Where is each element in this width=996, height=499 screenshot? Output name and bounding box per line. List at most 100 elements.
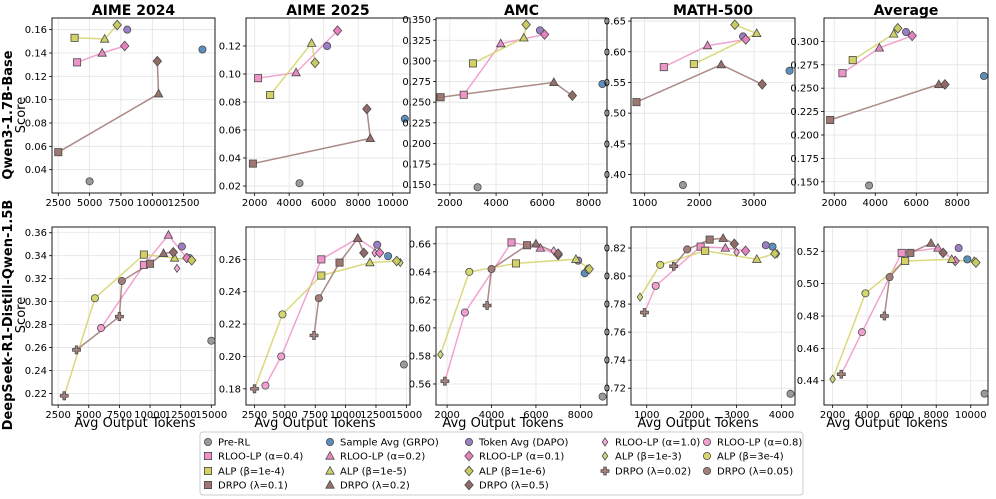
ylabel-row-1: Score — [14, 297, 29, 333]
y-tick-label: 0.12 — [25, 72, 47, 83]
data-point-drpo2 — [718, 232, 728, 242]
axes-frame — [435, 17, 608, 194]
data-point-drpo2 — [926, 237, 936, 247]
data-point-alp5 — [751, 254, 762, 263]
data-point-alp3 — [829, 374, 836, 384]
data-point-drpo02 — [115, 312, 124, 321]
data-point-alp6 — [893, 22, 903, 34]
y-tick-label: 0.250 — [790, 84, 819, 95]
axes-frame — [51, 17, 216, 194]
y-tick-label: 0.60 — [409, 323, 431, 334]
data-point-drpo5 — [362, 103, 372, 115]
axes-frame — [630, 226, 796, 406]
y-tick-label: 0.55 — [604, 78, 626, 89]
x-tick-label: 6000 — [904, 198, 929, 209]
legend-label-alp5: ALP (β=1e-5) — [340, 467, 407, 478]
data-point-alp6 — [971, 257, 981, 269]
panel-1: 2000 4000 6000 8000 10000 0.02 0.04 0.06 0.08 0.1… — [219, 3, 411, 209]
legend-label-alp6: ALP (β=1e-6) — [479, 467, 546, 478]
legend-marker-rl08 — [703, 437, 712, 446]
data-point-prerl — [678, 181, 687, 190]
data-point-alp4 — [511, 259, 520, 268]
x-tick-label: 7500 — [303, 410, 328, 421]
data-point-prerl — [865, 181, 874, 190]
y-tick-label: 0.350 — [402, 15, 431, 26]
y-tick-label: 0.14 — [25, 49, 47, 60]
x-tick-label: 8000 — [923, 410, 948, 421]
data-point-prerl — [399, 360, 408, 369]
data-point-drpo1 — [705, 235, 714, 244]
data-point-drpo5 — [729, 238, 740, 250]
legend-label-alp4: ALP (β=1e-4) — [218, 467, 285, 478]
data-point-drpo2 — [158, 248, 169, 258]
data-point-alp4 — [701, 246, 710, 255]
data-point-dapo — [323, 42, 332, 51]
x-tick-label: 2000 — [242, 198, 267, 209]
x-tick-label: 10000 — [330, 410, 362, 421]
data-point-drpo2 — [548, 77, 559, 86]
y-tick-label: 0.22 — [25, 389, 47, 400]
data-point-alp34 — [278, 310, 287, 319]
data-point-alp4 — [848, 56, 857, 65]
data-point-drpo5 — [553, 248, 563, 260]
data-point-alp34 — [465, 267, 474, 276]
y-tick-label: 0.150 — [790, 177, 819, 188]
data-point-drpo02 — [669, 261, 679, 271]
y-tick-label: 0.200 — [402, 139, 431, 150]
data-point-grpo — [198, 45, 207, 54]
row-label-qwen: Qwen3-1.7B-Base — [1, 50, 16, 179]
data-point-dapo — [761, 241, 770, 250]
panel-7: 2000 4000 6000 8000 0.56 0.58 0.60 0.62 0.64 0.66 — [409, 226, 608, 421]
y-tick-label: 0.175 — [790, 154, 819, 165]
data-point-drpo02 — [309, 331, 319, 340]
legend-label-prerl: Pre-RL — [218, 438, 250, 449]
axes-frame — [435, 226, 608, 406]
series-line — [486, 243, 559, 306]
x-tick-label: 12500 — [360, 410, 392, 421]
legend-marker-rl10 — [601, 437, 609, 447]
data-point-drpo1 — [826, 116, 835, 125]
y-tick-label: 0.06 — [219, 126, 241, 137]
x-tick-label: 2000 — [437, 198, 462, 209]
data-point-drpo2 — [153, 88, 164, 98]
legend-label-alp34: ALP (β=3e-4) — [717, 452, 784, 463]
data-point-rl01 — [374, 247, 385, 259]
x-tick-label: 5000 — [76, 410, 101, 421]
xlabel-1: Avg Output Tokens — [254, 416, 375, 431]
legend-marker-grpo — [325, 437, 334, 446]
data-point-rl01 — [119, 40, 130, 52]
xlabel-4: Avg Output Tokens — [826, 416, 947, 431]
data-point-rl08 — [857, 328, 866, 337]
y-tick-label: 0.325 — [402, 36, 431, 47]
xlabel-0: Avg Output Tokens — [74, 416, 195, 431]
data-point-alp5 — [99, 33, 110, 43]
data-point-rl04 — [507, 238, 516, 247]
x-tick-label: 2000 — [687, 198, 712, 209]
data-point-alp6 — [112, 19, 122, 31]
legend-frame — [199, 431, 804, 496]
x-tick-label: 5000 — [77, 198, 102, 209]
data-point-prerl — [598, 392, 607, 401]
data-point-alp5 — [888, 28, 899, 38]
data-point-drpo05 — [683, 245, 692, 254]
y-tick-label: 0.76 — [604, 328, 626, 339]
data-point-alp4 — [901, 256, 910, 265]
data-point-drpo1 — [906, 248, 915, 257]
data-point-rl04 — [838, 69, 847, 78]
panel-4: 2000 4000 6000 8000 0.150 0.175 0.200 0.225 0.25… — [790, 3, 989, 209]
data-point-rl02 — [163, 229, 174, 239]
data-point-rl02 — [933, 242, 943, 252]
x-tick-label: 4000 — [769, 410, 794, 421]
y-tick-label: 0.82 — [604, 244, 626, 255]
data-point-rl01 — [907, 30, 917, 42]
data-point-drpo02 — [72, 345, 81, 355]
series-line — [439, 258, 590, 355]
data-point-rl02 — [874, 42, 885, 52]
x-tick-label: 4000 — [863, 198, 888, 209]
xlabels: Avg Output Tokens Avg Output Tokens Avg … — [74, 416, 947, 431]
y-tick-label: 0.22 — [219, 320, 241, 331]
data-point-drpo5 — [567, 90, 578, 102]
legend-marker-dapo — [464, 437, 473, 446]
y-tick-label: 0.10 — [25, 95, 47, 106]
